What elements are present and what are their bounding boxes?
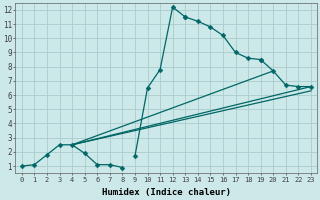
X-axis label: Humidex (Indice chaleur): Humidex (Indice chaleur)	[102, 188, 231, 197]
